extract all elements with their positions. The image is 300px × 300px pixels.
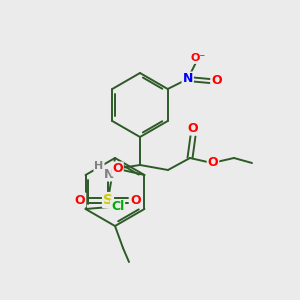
Text: O: O bbox=[75, 194, 85, 206]
Text: O: O bbox=[212, 74, 222, 88]
Text: N: N bbox=[104, 167, 114, 181]
Text: Cl: Cl bbox=[111, 200, 124, 214]
Text: N: N bbox=[182, 73, 193, 85]
Text: O: O bbox=[208, 155, 218, 169]
Text: O: O bbox=[188, 122, 198, 134]
Text: O: O bbox=[131, 194, 141, 206]
Text: O: O bbox=[112, 163, 123, 176]
Text: S: S bbox=[103, 193, 113, 207]
Text: H: H bbox=[94, 161, 103, 171]
Text: O⁻: O⁻ bbox=[190, 53, 205, 63]
